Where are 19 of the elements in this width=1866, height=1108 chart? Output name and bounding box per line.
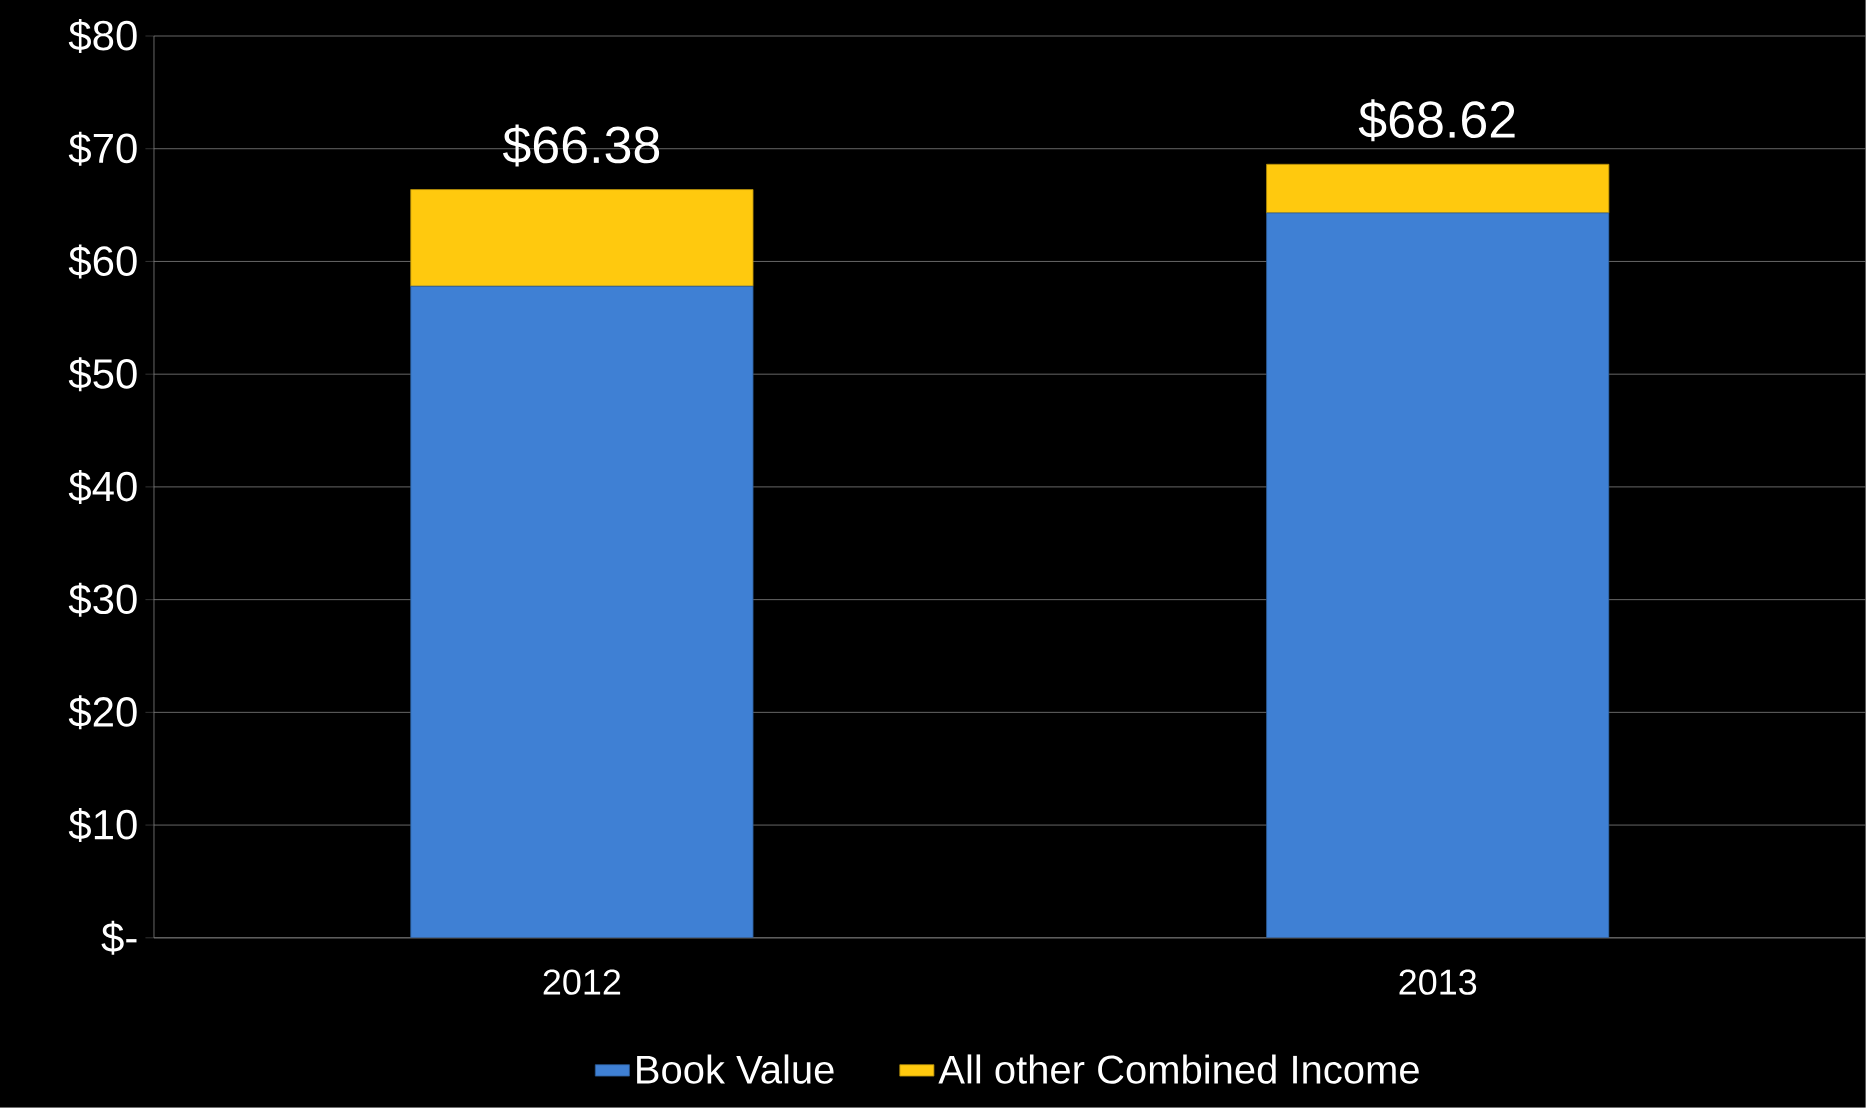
y-tick-label: $40 <box>68 470 137 505</box>
y-tick-label: $- <box>101 920 137 955</box>
x-tick-label: 2013 <box>1399 969 1477 995</box>
y-tick-label: $70 <box>68 131 137 166</box>
total-label: $68.62 <box>1358 99 1515 142</box>
y-tick-label: $60 <box>68 244 137 279</box>
bar <box>410 285 754 938</box>
legend-label: All other Combined Income <box>938 1054 1419 1084</box>
y-tick-label: $30 <box>68 582 137 617</box>
y-tick-label: $10 <box>68 808 137 843</box>
total-label: $66.38 <box>502 124 660 167</box>
y-tick-label: $50 <box>68 357 137 392</box>
bar <box>410 189 754 287</box>
bar <box>1266 163 1610 214</box>
y-tick-label: $80 <box>68 19 137 54</box>
legend-label: Book Value <box>637 1054 834 1084</box>
y-tick-label: $20 <box>68 695 137 730</box>
x-tick-label: 2012 <box>543 969 621 995</box>
bar <box>1266 212 1610 938</box>
